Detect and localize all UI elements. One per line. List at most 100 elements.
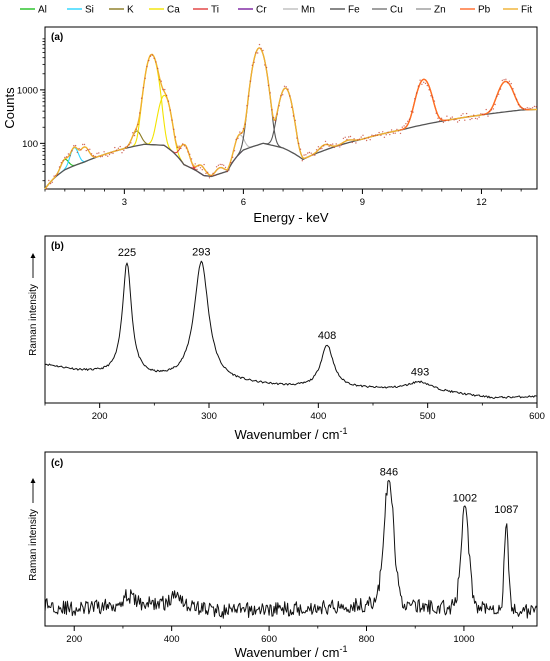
data-point [478,116,480,118]
panel-c-curves: 846 1002 1087 [44,466,538,619]
data-point [299,148,302,150]
data-point [65,156,68,158]
data-point [308,151,311,154]
legend-label-ca: Ca [167,5,180,16]
data-point [319,148,321,150]
data-point [446,115,448,117]
data-point [387,131,389,133]
panel-b-tag: (b) [51,241,64,252]
data-point [74,144,77,147]
data-point [462,113,464,115]
panel-b-xlabel: Wavenumber / cm-1 [234,426,347,442]
data-point [242,128,245,130]
data-point [67,153,70,155]
legend-label-si: Si [85,5,94,16]
panel-c: (c) 846 1002 1087 200 400 600 800 1000 Wavenum… [28,451,538,660]
xtick-label: 200 [66,634,82,645]
data-point [139,112,141,114]
data-point [149,55,152,57]
panel-a: (a) 3 6 9 12 100 1000 Energy - keV Counts [2,26,538,225]
data-point [117,147,120,149]
data-point [355,142,357,144]
data-point [378,131,380,134]
data-point [414,98,416,100]
panel-c-ylabel: Raman intensity [28,509,39,581]
data-point [524,108,527,110]
xtick-label: 1000 [453,634,474,645]
data-point [385,134,387,136]
data-point [130,142,132,144]
data-point [399,132,402,135]
data-point [289,95,291,97]
fit-curve [44,47,537,190]
data-point [449,117,452,119]
data-point [187,151,189,153]
data-point [467,116,470,118]
data-point [330,144,332,146]
panel-b-xlabel-sup: -1 [339,426,347,436]
data-point [535,106,537,108]
data-point [530,107,532,110]
data-point [523,108,525,110]
data-point [312,154,314,156]
data-point [49,182,52,185]
data-point [160,80,162,82]
data-point [514,93,516,96]
data-point [124,146,127,148]
xtick-label: 600 [529,411,545,422]
legend-label-al: Al [38,5,47,16]
data-point [357,139,359,141]
data-point [528,107,530,110]
data-point [190,158,193,160]
data-point [46,188,48,190]
data-point [180,147,182,150]
data-point [105,154,107,156]
data-point [332,143,334,145]
peak-label-225: 225 [118,247,136,259]
data-point [424,82,427,85]
panel-b-ticks: 200 300 400 500 600 [44,403,545,422]
data-point [346,138,348,141]
data-point [490,109,493,111]
data-point [505,78,507,81]
data-point [226,170,228,173]
data-point [90,153,93,155]
data-point [217,164,220,166]
legend-label-fit: Fit [521,5,532,16]
data-point [292,115,295,117]
data-point [210,175,212,177]
data-point [58,166,61,168]
data-point [194,163,196,165]
data-point [407,120,409,123]
data-point [255,52,257,54]
data-point [223,164,225,166]
data-point [458,119,461,122]
legend-label-fe: Fe [348,5,360,16]
data-point [69,155,71,157]
data-point [369,139,371,141]
data-point [189,153,191,155]
data-point [301,160,303,162]
data-point [137,123,139,126]
data-point [428,89,430,91]
panel-c-xlabel: Wavenumber / cm-1 [234,644,347,660]
data-point [531,107,534,109]
data-point [135,128,137,130]
legend-label-ti: Ti [211,5,219,16]
peak-label-1087: 1087 [494,504,518,516]
data-point [89,148,91,150]
data-point [214,174,216,176]
data-point [99,156,102,158]
data-point [192,167,195,170]
data-point [101,155,104,158]
panel-c-xlabel-sup: -1 [339,644,347,654]
data-point [444,120,446,122]
pb-overlay-0 [399,78,448,131]
data-point [321,147,323,150]
data-point [283,85,286,88]
data-point [230,161,232,164]
data-point [453,119,455,121]
data-point [199,167,202,169]
data-point [207,171,209,173]
data-point [123,149,125,152]
